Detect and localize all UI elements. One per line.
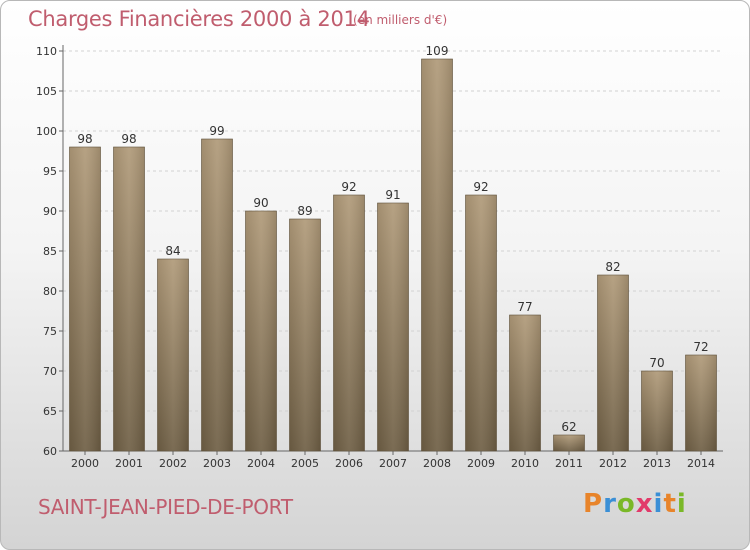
y-tick-label: 65 xyxy=(43,405,57,418)
bar-group xyxy=(289,218,321,452)
bar-group xyxy=(245,210,277,452)
y-tick-label: 95 xyxy=(43,165,57,178)
bar-group xyxy=(113,146,145,452)
logo-letter: P xyxy=(583,489,604,519)
data-label: 98 xyxy=(77,132,92,146)
bar-group xyxy=(597,274,629,452)
bar-group xyxy=(421,58,453,452)
x-tick-label: 2006 xyxy=(335,457,363,470)
data-label: 84 xyxy=(165,244,180,258)
y-tick-label: 60 xyxy=(43,445,57,458)
chart-title: Charges Financières 2000 à 2014 xyxy=(28,7,370,31)
y-tick-label: 90 xyxy=(43,205,57,218)
x-tick-label: 2011 xyxy=(555,457,583,470)
bar-shade xyxy=(377,203,409,451)
bar-group xyxy=(201,138,233,452)
y-tick-label: 100 xyxy=(36,125,57,138)
data-label: 92 xyxy=(341,180,356,194)
logo-letter: x xyxy=(635,489,654,519)
data-label: 99 xyxy=(209,124,224,138)
y-tick-label: 80 xyxy=(43,285,57,298)
x-tick-label: 2009 xyxy=(467,457,495,470)
data-label: 91 xyxy=(385,188,400,202)
logo-letter: r xyxy=(603,489,617,519)
bar-shade xyxy=(157,259,189,451)
y-tick-label: 85 xyxy=(43,245,57,258)
x-tick-label: 2008 xyxy=(423,457,451,470)
logo-letter: t xyxy=(663,489,677,519)
bar-shade xyxy=(113,147,145,451)
bar-shade xyxy=(597,275,629,451)
logo-letter: i xyxy=(653,489,664,519)
bar-group xyxy=(333,194,365,452)
data-label: 70 xyxy=(649,356,664,370)
bar-group xyxy=(641,370,673,452)
x-tick-label: 2002 xyxy=(159,457,187,470)
y-tick-label: 110 xyxy=(36,45,57,58)
bar-group xyxy=(509,314,541,452)
x-tick-label: 2007 xyxy=(379,457,407,470)
data-label: 72 xyxy=(693,340,708,354)
bar-shade xyxy=(421,59,453,451)
x-tick-label: 2013 xyxy=(643,457,671,470)
bars xyxy=(69,58,717,452)
data-label: 109 xyxy=(426,44,449,58)
data-label: 77 xyxy=(517,300,532,314)
bar-shade xyxy=(509,315,541,451)
bar-shade xyxy=(201,139,233,451)
y-tick-label: 75 xyxy=(43,325,57,338)
data-label: 98 xyxy=(121,132,136,146)
logo-letter: o xyxy=(616,489,636,519)
bar-group xyxy=(69,146,101,452)
data-label: 89 xyxy=(297,204,312,218)
commune-name: SAINT-JEAN-PIED-DE-PORT xyxy=(38,495,293,519)
bar-shade xyxy=(333,195,365,451)
bar-shade xyxy=(69,147,101,451)
x-tick-label: 2001 xyxy=(115,457,143,470)
chart-unit: (en milliers d'€) xyxy=(353,13,448,27)
bar-shade xyxy=(685,355,717,451)
data-label: 62 xyxy=(561,420,576,434)
y-tick-label: 105 xyxy=(36,85,57,98)
logo-letter: i xyxy=(676,489,687,519)
x-tick-label: 2012 xyxy=(599,457,627,470)
data-labels: 98 98 84 99 90 89 92 91 109 92 77 62 82 70 72 xyxy=(77,44,708,434)
bar-group xyxy=(377,202,409,452)
bar-group xyxy=(465,194,497,452)
bar-shade xyxy=(553,435,585,451)
x-tick-label: 2014 xyxy=(687,457,715,470)
bar-shade xyxy=(245,211,277,451)
x-tick-label: 2000 xyxy=(71,457,99,470)
x-tick-label: 2003 xyxy=(203,457,231,470)
bar-shade xyxy=(289,219,321,451)
axes: 60 65 70 75 80 85 90 95 100 105 110 2000 2001 2002 200… xyxy=(36,45,723,470)
x-tick-label: 2010 xyxy=(511,457,539,470)
bar-shade xyxy=(641,371,673,451)
x-tick-label: 2005 xyxy=(291,457,319,470)
bar-shade xyxy=(465,195,497,451)
proxiti-logo[interactable]: Proxiti xyxy=(583,489,687,519)
bar-group xyxy=(553,434,585,452)
data-label: 82 xyxy=(605,260,620,274)
data-label: 90 xyxy=(253,196,268,210)
data-label: 92 xyxy=(473,180,488,194)
y-tick-label: 70 xyxy=(43,365,57,378)
bar-group xyxy=(685,354,717,452)
bar-group xyxy=(157,258,189,452)
x-tick-label: 2004 xyxy=(247,457,275,470)
